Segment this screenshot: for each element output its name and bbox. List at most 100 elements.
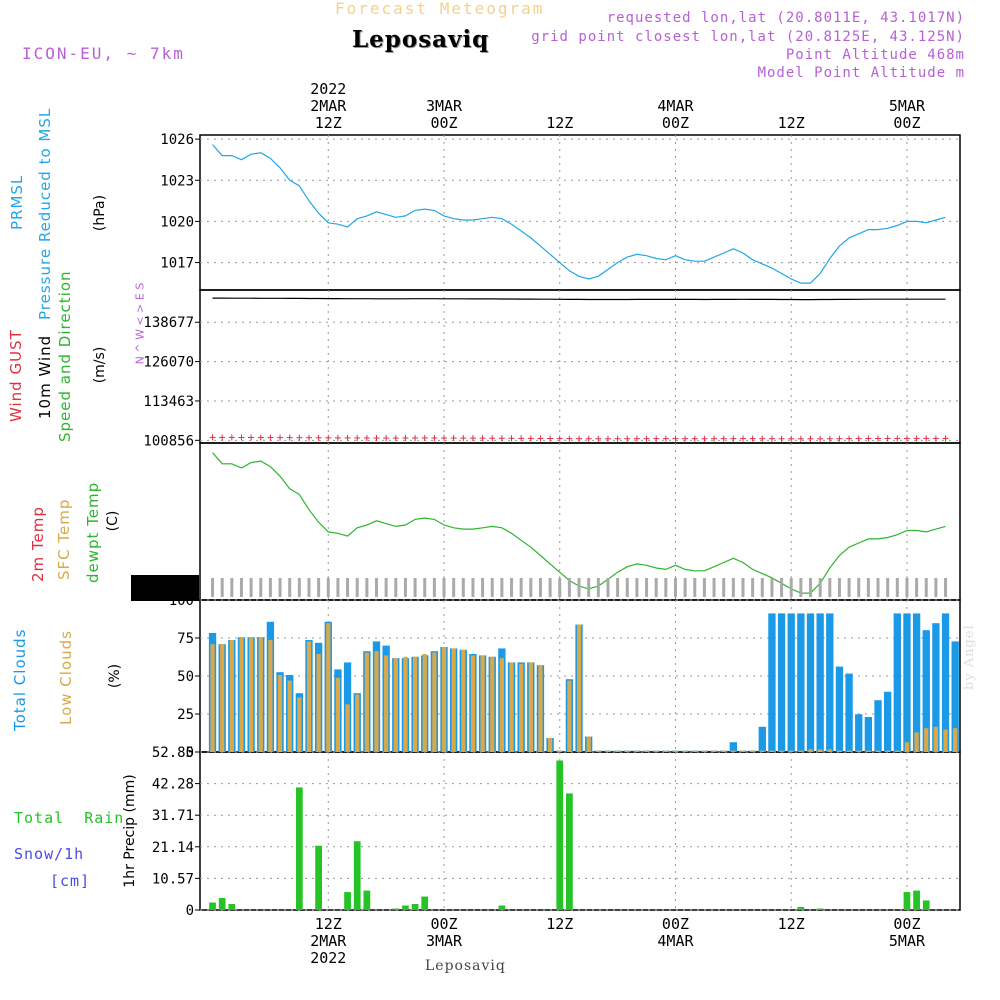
- bottom-time-label: 12Z: [546, 915, 573, 933]
- low-cloud-bar: [692, 750, 697, 752]
- temp-tick-bar: [944, 578, 948, 597]
- precip-tick-label: 52.85: [152, 745, 194, 761]
- top-time-label: 12Z: [315, 114, 342, 132]
- pressure-tick-label: 1020: [160, 214, 194, 230]
- total-cloud-bar: [951, 641, 959, 752]
- temp-tick-bar: [645, 578, 649, 597]
- temp-tick-bar: [780, 578, 784, 597]
- model-altitude: Model Point Altitude m: [757, 65, 965, 81]
- low-cloud-bar: [818, 749, 823, 752]
- low-cloud-bar: [470, 655, 476, 752]
- low-cloud-bar: [393, 658, 398, 752]
- closest-coords: grid point closest lon,lat (20.8125E, 43…: [531, 29, 965, 45]
- total-cloud-bar: [768, 613, 776, 752]
- wind-speed-line: [212, 297, 946, 301]
- low-cloud-bar: [364, 652, 369, 752]
- low-cloud-bar: [547, 738, 553, 752]
- temp-tick-bar: [866, 578, 870, 597]
- low-cloud-bar: [432, 652, 437, 752]
- low-cloud-bar: [654, 750, 659, 752]
- temp-tick-bar: [905, 578, 909, 597]
- temp-tick-bar: [818, 578, 822, 597]
- low-cloud-bar: [268, 640, 273, 752]
- temp-tick-bar: [567, 578, 571, 597]
- rain-bar: [209, 902, 216, 910]
- low-cloud-bar: [384, 655, 389, 752]
- rain-bar: [922, 900, 930, 910]
- total-cloud-bar: [806, 613, 815, 752]
- panel-frame-2: [199, 442, 961, 601]
- low-cloud-bar: [750, 750, 755, 752]
- total-cloud-bar: [855, 714, 863, 752]
- low-cloud-bar: [277, 675, 283, 752]
- low-cloud-bar: [557, 750, 562, 752]
- temp-tick-bar: [403, 578, 407, 597]
- temp-tick-bar: [297, 578, 301, 597]
- temp-tick-bar: [365, 578, 369, 597]
- point-altitude: Point Altitude 468m: [785, 47, 965, 63]
- temp-tick-bar: [741, 578, 745, 597]
- temp-tick-bar: [635, 578, 639, 597]
- temp-tick-bar: [683, 578, 687, 597]
- top-time-label: 2022: [310, 80, 346, 98]
- total-cloud-bar: [826, 613, 834, 752]
- temp-tick-bar: [481, 578, 485, 597]
- low-cloud-bar: [287, 680, 292, 752]
- temp-tick-bar: [751, 578, 755, 597]
- temp-tick-bar: [452, 578, 456, 597]
- total-cloud-bar: [893, 613, 901, 752]
- top-time-label: 4MAR: [657, 97, 694, 115]
- rain-bar: [344, 892, 351, 910]
- rain-label: Total Rain: [14, 809, 125, 827]
- low-cloud-bar: [615, 750, 620, 752]
- rain-bar: [353, 841, 361, 910]
- temp-tick-bar: [374, 578, 378, 597]
- total-cloud-bar: [816, 613, 824, 752]
- temp-tick-bar: [596, 578, 600, 597]
- low-cloud-bar: [422, 654, 427, 752]
- low-cloud-bar: [210, 644, 215, 752]
- low-cloud-bar: [490, 656, 495, 752]
- rain-bar: [566, 793, 573, 910]
- temp-tick-bar: [789, 578, 793, 597]
- bottom-time-label: 5MAR: [889, 932, 926, 950]
- low-cloud-bar: [412, 656, 418, 752]
- low-cloud-bar: [933, 726, 939, 752]
- low-cloud-bar: [567, 680, 572, 752]
- precip-tick-label: 10.57: [152, 871, 194, 887]
- temp-tick-bar: [693, 578, 697, 597]
- clouds-tick-label: 75: [177, 631, 194, 647]
- rain-bar: [402, 905, 409, 910]
- rain-bar: [903, 892, 911, 910]
- temp-tick-bar: [895, 578, 899, 597]
- rain-bar: [315, 845, 323, 910]
- temp-tick-bar: [384, 578, 388, 597]
- temp-tick-bar: [220, 578, 224, 597]
- bottom-time-label: 12Z: [315, 915, 342, 933]
- total-cloud-bar: [845, 673, 853, 752]
- low-cloud-bar: [779, 750, 784, 752]
- low-cloud-bar: [769, 750, 775, 752]
- temp-tick-bar: [548, 578, 552, 597]
- low-cloud-bar: [326, 623, 331, 752]
- low-cloud-bar: [885, 750, 890, 752]
- bottom-time-label: 12Z: [778, 915, 805, 933]
- temp-tick-bar: [268, 578, 272, 597]
- temp-tick-bar: [799, 578, 803, 597]
- dewpt-line: [212, 452, 946, 594]
- low-cloud-bar: [904, 742, 910, 752]
- low-cloud-bar: [480, 655, 485, 752]
- temp-tick-bar: [886, 578, 890, 597]
- precip-tick-label: 21.14: [152, 840, 194, 856]
- subtitle: Forecast Meteogram: [335, 0, 545, 18]
- temp-tick-bar: [538, 578, 542, 597]
- low-cloud-bar: [827, 749, 832, 752]
- temp-tick-bar: [837, 578, 841, 597]
- temp-tick-bar: [519, 578, 523, 597]
- low-cloud-bar: [297, 697, 302, 752]
- rain-bar: [913, 890, 920, 910]
- temp-tick-bar: [288, 578, 292, 597]
- low-cloud-bar: [808, 749, 813, 752]
- low-cloud-bar: [760, 750, 765, 752]
- top-time-label: 5MAR: [889, 97, 926, 115]
